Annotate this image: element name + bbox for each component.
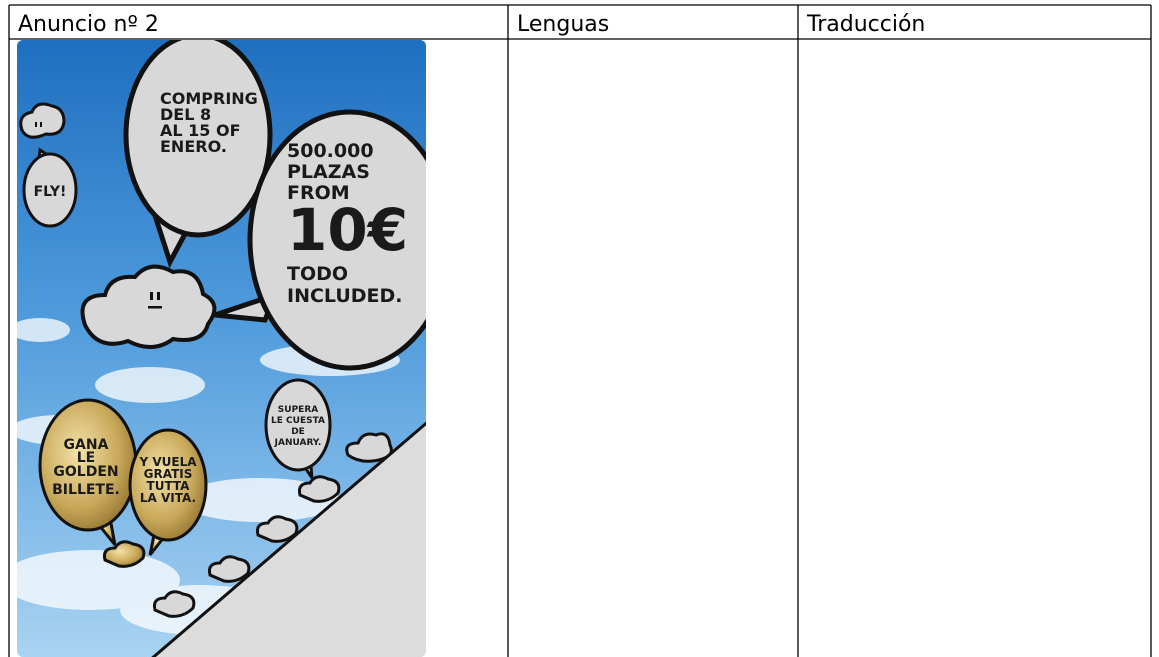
bubble-text: TODO	[287, 263, 348, 285]
poster-image	[17, 40, 426, 657]
bubble-text: LE	[77, 450, 95, 466]
header-cell: Traducción	[806, 12, 925, 37]
header-cell: Lenguas	[517, 12, 609, 37]
bubble-text: GANA	[64, 437, 109, 453]
bubble-text: LE CUESTA	[271, 416, 325, 426]
bubble-text: GRATIS	[144, 467, 193, 481]
bubble-text: ENERO.	[160, 137, 227, 156]
bubble-text: LA VITA.	[140, 491, 196, 505]
table-grid	[8, 4, 1152, 657]
bubble-text: SUPERA	[278, 405, 318, 415]
bubble-text: 10€	[287, 196, 408, 264]
bubble-text: COMPRING	[160, 89, 258, 108]
bubble-text: TUTTA	[147, 479, 191, 493]
bubble-text: GOLDEN	[53, 464, 118, 480]
bubble-text: DEL 8	[160, 105, 211, 124]
bubble-text: JANUARY.	[274, 438, 322, 448]
bubble-text: INCLUDED.	[287, 285, 403, 307]
bubble-text: Y VUELA	[138, 455, 197, 469]
bubble-text: AL 15 OF	[160, 121, 241, 140]
bubble-text: PLAZAS	[287, 161, 370, 183]
header-cell: Anuncio nº 2	[18, 12, 159, 37]
bubble-text: 500.000	[287, 140, 374, 162]
bubble-text: DE	[291, 427, 305, 437]
bubble-text: FLY!	[34, 184, 67, 200]
bubble-text: FROM	[287, 182, 350, 204]
bubble-text: BILLETE.	[52, 482, 120, 498]
